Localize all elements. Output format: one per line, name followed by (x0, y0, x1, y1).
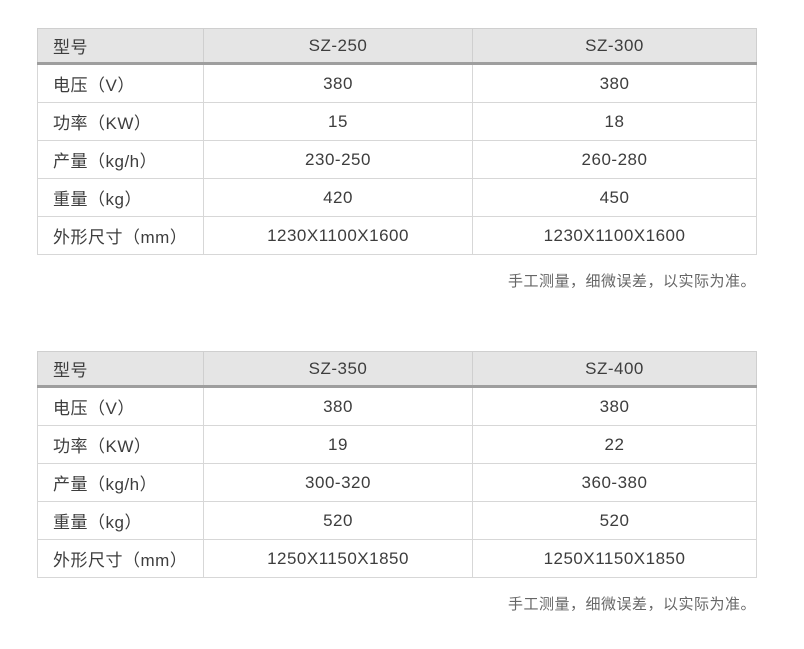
column-header-model-label: 型号 (37, 28, 204, 65)
spec-value-cell: 380 (203, 386, 473, 426)
spec-value-cell: 380 (472, 386, 757, 426)
header-row: 型号 SZ-350 SZ-400 (37, 351, 757, 388)
spec-value-cell: 1230X1100X1600 (472, 216, 757, 255)
spec-value-cell: 1230X1100X1600 (203, 216, 473, 255)
spec-value-cell: 420 (203, 178, 473, 217)
spec-label-cell: 外形尺寸（mm） (37, 216, 204, 255)
spec-value-cell: 380 (472, 63, 757, 103)
table-row-voltage: 电压（V） 380 380 (37, 386, 757, 426)
column-header-sz350: SZ-350 (203, 351, 473, 388)
column-header-sz400: SZ-400 (472, 351, 757, 388)
table-row-dimensions: 外形尺寸（mm） 1230X1100X1600 1230X1100X1600 (37, 216, 757, 255)
table-row-power: 功率（KW） 19 22 (37, 425, 757, 464)
spec-label-cell: 功率（KW） (37, 425, 204, 464)
column-header-sz250: SZ-250 (203, 28, 473, 65)
spec-table-sz350-sz400: 型号 SZ-350 SZ-400 电压（V） 380 380 功率（KW） 19… (37, 351, 757, 578)
spec-value-cell: 18 (472, 102, 757, 141)
table-row-weight: 重量（kg） 420 450 (37, 178, 757, 217)
table-row-voltage: 电压（V） 380 380 (37, 63, 757, 103)
spec-value-cell: 15 (203, 102, 473, 141)
spec-label-cell: 产量（kg/h） (37, 463, 204, 502)
spec-value-cell: 360-380 (472, 463, 757, 502)
spec-value-cell: 230-250 (203, 140, 473, 179)
spec-value-cell: 450 (472, 178, 757, 217)
spec-label-cell: 电压（V） (37, 386, 204, 426)
spec-table-sz250-sz300: 型号 SZ-250 SZ-300 电压（V） 380 380 功率（KW） 15… (37, 28, 757, 255)
table-row-output: 产量（kg/h） 300-320 360-380 (37, 463, 757, 502)
table-row-output: 产量（kg/h） 230-250 260-280 (37, 140, 757, 179)
column-header-sz300: SZ-300 (472, 28, 757, 65)
spec-value-cell: 260-280 (472, 140, 757, 179)
spec-label-cell: 外形尺寸（mm） (37, 539, 204, 578)
spec-value-cell: 380 (203, 63, 473, 103)
spec-value-cell: 22 (472, 425, 757, 464)
spec-value-cell: 300-320 (203, 463, 473, 502)
spec-label-cell: 电压（V） (37, 63, 204, 103)
measurement-note: 手工测量，细微误差，以实际为准。 (507, 273, 756, 290)
spec-value-cell: 19 (203, 425, 473, 464)
header-row: 型号 SZ-250 SZ-300 (37, 28, 757, 65)
spec-value-cell: 1250X1150X1850 (203, 539, 473, 578)
table-row-weight: 重量（kg） 520 520 (37, 501, 757, 540)
spec-value-cell: 520 (203, 501, 473, 540)
spec-label-cell: 产量（kg/h） (37, 140, 204, 179)
spec-value-cell: 520 (472, 501, 757, 540)
spec-value-cell: 1250X1150X1850 (472, 539, 757, 578)
table-row-power: 功率（KW） 15 18 (37, 102, 757, 141)
column-header-model-label: 型号 (37, 351, 204, 388)
spec-label-cell: 功率（KW） (37, 102, 204, 141)
spec-label-cell: 重量（kg） (37, 178, 204, 217)
measurement-note: 手工测量，细微误差，以实际为准。 (507, 596, 756, 613)
table-row-dimensions: 外形尺寸（mm） 1250X1150X1850 1250X1150X1850 (37, 539, 757, 578)
spec-label-cell: 重量（kg） (37, 501, 204, 540)
